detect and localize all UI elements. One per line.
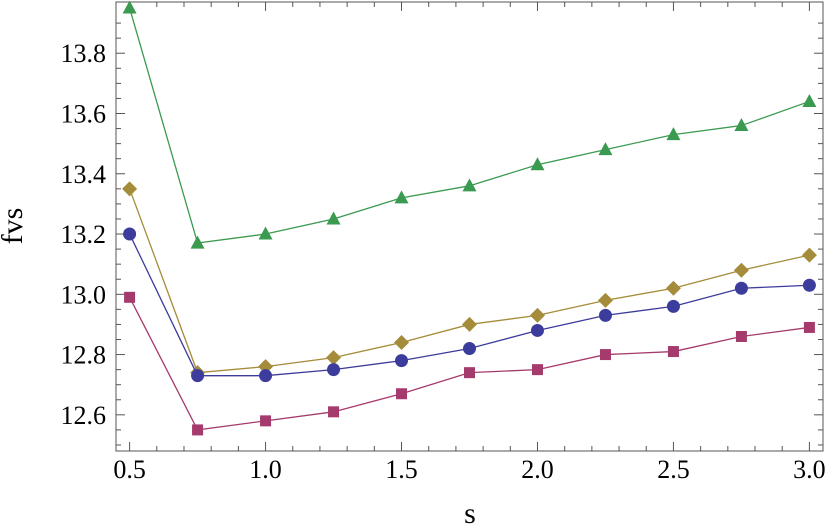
y-tick-label: 13.2 <box>61 220 107 249</box>
series-line <box>128 7 810 244</box>
x-tick-label: 1.5 <box>385 455 418 484</box>
y-axis-title: fvs <box>0 208 29 245</box>
data-point <box>394 190 409 204</box>
data-point <box>328 406 340 418</box>
data-point <box>124 291 136 303</box>
data-point <box>801 247 817 263</box>
series-circle <box>123 227 816 383</box>
data-point <box>803 321 815 333</box>
data-point <box>734 281 748 295</box>
series-triangle <box>122 0 817 249</box>
data-point <box>598 308 612 322</box>
data-point <box>259 369 273 383</box>
plot-frame <box>115 1 824 452</box>
data-point <box>598 142 613 156</box>
data-point <box>666 127 681 141</box>
x-axis-title: s <box>464 497 476 530</box>
data-point <box>326 350 342 366</box>
tick-labels: 0.5 1.0 1.5 2.0 2.5 3.0 12.6 12.8 13.0 13.2 13.4 13… <box>61 39 826 484</box>
x-tick-label: 3.0 <box>793 455 826 484</box>
series-group <box>122 0 817 436</box>
data-point <box>395 354 409 368</box>
data-point <box>463 342 476 356</box>
data-point <box>734 118 749 132</box>
series-square <box>124 291 815 436</box>
data-point <box>733 262 749 278</box>
y-tick-label: 13.4 <box>61 160 107 189</box>
data-point <box>802 278 816 292</box>
y-tick-label: 12.6 <box>61 401 107 430</box>
axis-ticks <box>116 2 823 451</box>
data-point <box>396 388 408 400</box>
data-point <box>529 307 545 323</box>
data-point <box>530 323 544 337</box>
y-tick-label: 13.0 <box>61 280 107 309</box>
data-point <box>122 0 137 14</box>
data-point <box>260 415 272 427</box>
data-point <box>735 330 747 342</box>
data-point <box>462 316 477 332</box>
data-point <box>327 363 341 377</box>
data-point <box>530 157 545 171</box>
data-point <box>258 226 273 240</box>
data-point <box>599 349 611 361</box>
data-point <box>802 93 817 107</box>
series-diamond <box>122 181 817 381</box>
y-tick-label: 12.8 <box>61 341 107 370</box>
data-point <box>192 424 204 436</box>
data-point <box>665 280 681 296</box>
data-point <box>666 299 680 313</box>
data-point <box>122 181 138 197</box>
data-point <box>464 367 475 379</box>
data-point <box>123 227 137 241</box>
data-point <box>462 178 477 192</box>
data-point <box>326 211 341 225</box>
data-point <box>531 364 543 376</box>
x-tick-label: 1.0 <box>249 455 282 484</box>
data-point <box>667 346 679 358</box>
data-point <box>394 335 410 351</box>
data-point <box>190 235 205 249</box>
x-tick-label: 0.5 <box>113 455 146 484</box>
data-point <box>191 369 205 383</box>
x-tick-label: 2.5 <box>657 455 690 484</box>
y-tick-label: 13.6 <box>61 99 107 128</box>
y-tick-label: 13.8 <box>61 39 107 68</box>
x-tick-label: 2.0 <box>521 455 554 484</box>
data-point <box>597 292 613 308</box>
